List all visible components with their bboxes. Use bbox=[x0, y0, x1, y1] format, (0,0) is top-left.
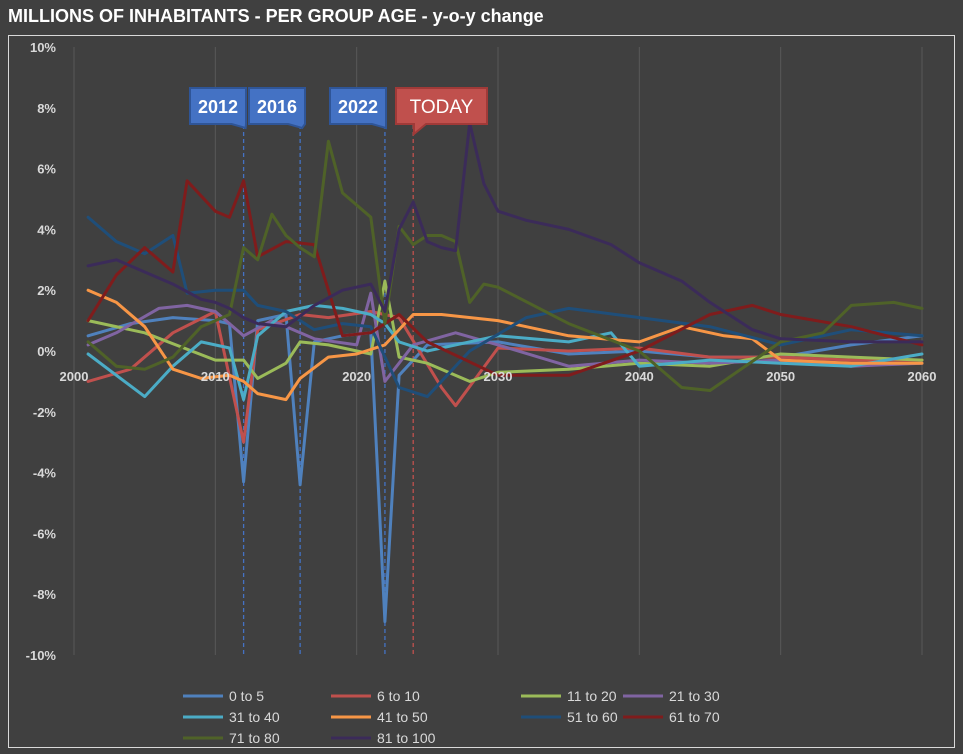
legend-item: 41 to 50 bbox=[331, 709, 428, 725]
legend-item: 0 to 5 bbox=[183, 688, 264, 704]
x-tick-label: 2060 bbox=[908, 369, 937, 384]
y-tick-label: -2% bbox=[33, 405, 57, 420]
x-tick-label: 2040 bbox=[625, 369, 654, 384]
callout-label: TODAY bbox=[410, 97, 474, 118]
y-tick-label: -4% bbox=[33, 466, 57, 481]
y-tick-label: 6% bbox=[37, 162, 56, 177]
legend-item: 11 to 20 bbox=[521, 688, 617, 704]
y-tick-label: -8% bbox=[33, 587, 57, 602]
legend-item: 21 to 30 bbox=[623, 688, 720, 704]
legend-item: 71 to 80 bbox=[183, 730, 280, 746]
legend-label: 81 to 100 bbox=[377, 730, 436, 746]
x-axis: 2000 2010 2020 2030 2040 2050 2060 bbox=[60, 369, 937, 384]
x-tick-label: 2050 bbox=[766, 369, 795, 384]
series-line-81-to-100 bbox=[86, 121, 924, 344]
legend-label: 71 to 80 bbox=[229, 730, 280, 746]
y-tick-label: 8% bbox=[37, 101, 56, 116]
y-tick-label: 0% bbox=[37, 344, 56, 359]
chart-title: MILLIONS OF INHABITANTS - PER GROUP AGE … bbox=[8, 6, 544, 26]
legend-label: 0 to 5 bbox=[229, 688, 264, 704]
callout-2012: 2012 bbox=[189, 87, 247, 130]
series-line-41-to-50 bbox=[86, 288, 924, 402]
callout-label: 2012 bbox=[198, 97, 238, 117]
legend-item: 31 to 40 bbox=[183, 709, 280, 725]
callout-shape bbox=[395, 87, 488, 137]
series-line-31-to-40 bbox=[86, 303, 924, 402]
callout-today: TODAY bbox=[395, 87, 488, 137]
callout-shape bbox=[329, 87, 387, 130]
x-tick-label: 2000 bbox=[60, 369, 89, 384]
callout-shape bbox=[189, 87, 247, 130]
x-tick-label: 2010 bbox=[201, 369, 230, 384]
legend-item: 81 to 100 bbox=[331, 730, 436, 746]
y-tick-label: 10% bbox=[30, 40, 56, 55]
y-tick-label: -6% bbox=[33, 526, 57, 541]
callout-2022: 2022 bbox=[329, 87, 387, 130]
legend-item: 6 to 10 bbox=[331, 688, 420, 704]
legend-item: 51 to 60 bbox=[521, 709, 618, 725]
callout-shape bbox=[248, 87, 306, 130]
legend: 0 to 5 6 to 10 11 to 20 21 to 30 31 to 40 41 … bbox=[183, 688, 720, 746]
series-line-51-to-60 bbox=[86, 215, 924, 399]
callout-label: 2022 bbox=[338, 97, 378, 117]
legend-label: 61 to 70 bbox=[669, 709, 720, 725]
y-tick-label: 4% bbox=[37, 222, 56, 237]
y-tick-label: -10% bbox=[26, 648, 57, 663]
callout-2016: 2016 bbox=[248, 87, 306, 130]
legend-label: 11 to 20 bbox=[567, 688, 617, 704]
y-axis: 10% 8% 6% 4% 2% 0% -2% -4% -6% -8% -10% bbox=[26, 40, 57, 663]
legend-label: 51 to 60 bbox=[567, 709, 618, 725]
callout-label: 2016 bbox=[257, 97, 297, 117]
grid-lines bbox=[73, 47, 923, 655]
legend-label: 21 to 30 bbox=[669, 688, 720, 704]
event-markers bbox=[242, 125, 414, 655]
legend-label: 41 to 50 bbox=[377, 709, 428, 725]
chart-border bbox=[8, 35, 955, 748]
series-lines bbox=[86, 121, 924, 624]
legend-label: 31 to 40 bbox=[229, 709, 280, 725]
event-callouts: 2012 2016 2022 TODAY bbox=[189, 87, 488, 137]
y-tick-label: 2% bbox=[37, 283, 56, 298]
x-tick-label: 2030 bbox=[484, 369, 513, 384]
x-tick-label: 2020 bbox=[342, 369, 371, 384]
legend-item: 61 to 70 bbox=[623, 709, 720, 725]
legend-label: 6 to 10 bbox=[377, 688, 420, 704]
series-line-21-to-30 bbox=[86, 291, 924, 383]
